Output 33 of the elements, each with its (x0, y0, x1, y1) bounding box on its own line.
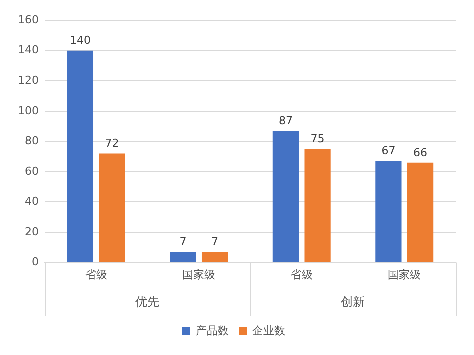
data-label: 7 (180, 236, 187, 249)
bar (304, 149, 331, 262)
bar (67, 50, 94, 262)
data-label: 67 (382, 144, 396, 158)
y-tick-label: 80 (24, 134, 39, 148)
y-tick-label: 60 (24, 164, 39, 178)
y-tick-label: 0 (32, 256, 39, 269)
text: 优先 (136, 295, 160, 310)
y-tick-label: 120 (18, 74, 39, 88)
x-tick-label: 国家级 (388, 268, 422, 282)
legend-label: 产品数 (196, 324, 229, 338)
y-tick-label: 100 (18, 104, 39, 118)
bar (202, 252, 228, 262)
y-tick-label: 160 (18, 13, 39, 26)
data-label: 75 (310, 132, 325, 146)
bar (99, 154, 126, 262)
data-label: 140 (70, 34, 91, 48)
x-tick-label: 省级 (290, 268, 313, 282)
y-tick-label: 40 (24, 195, 39, 208)
data-label: 72 (105, 137, 120, 150)
legend-label: 企业数 (252, 324, 286, 338)
bar (170, 252, 196, 262)
x-tick-label: 国家级 (182, 268, 216, 282)
data-label: 87 (278, 114, 293, 128)
bar (407, 162, 434, 262)
bar (272, 131, 300, 262)
data-label: 66 (414, 146, 428, 160)
bar (376, 161, 402, 262)
x-tick-label: 省级 (85, 268, 108, 282)
y-tick-label: 140 (18, 44, 39, 57)
text: 创新 (341, 295, 366, 310)
y-tick-label: 20 (24, 225, 39, 238)
data-label: 7 (212, 236, 219, 249)
